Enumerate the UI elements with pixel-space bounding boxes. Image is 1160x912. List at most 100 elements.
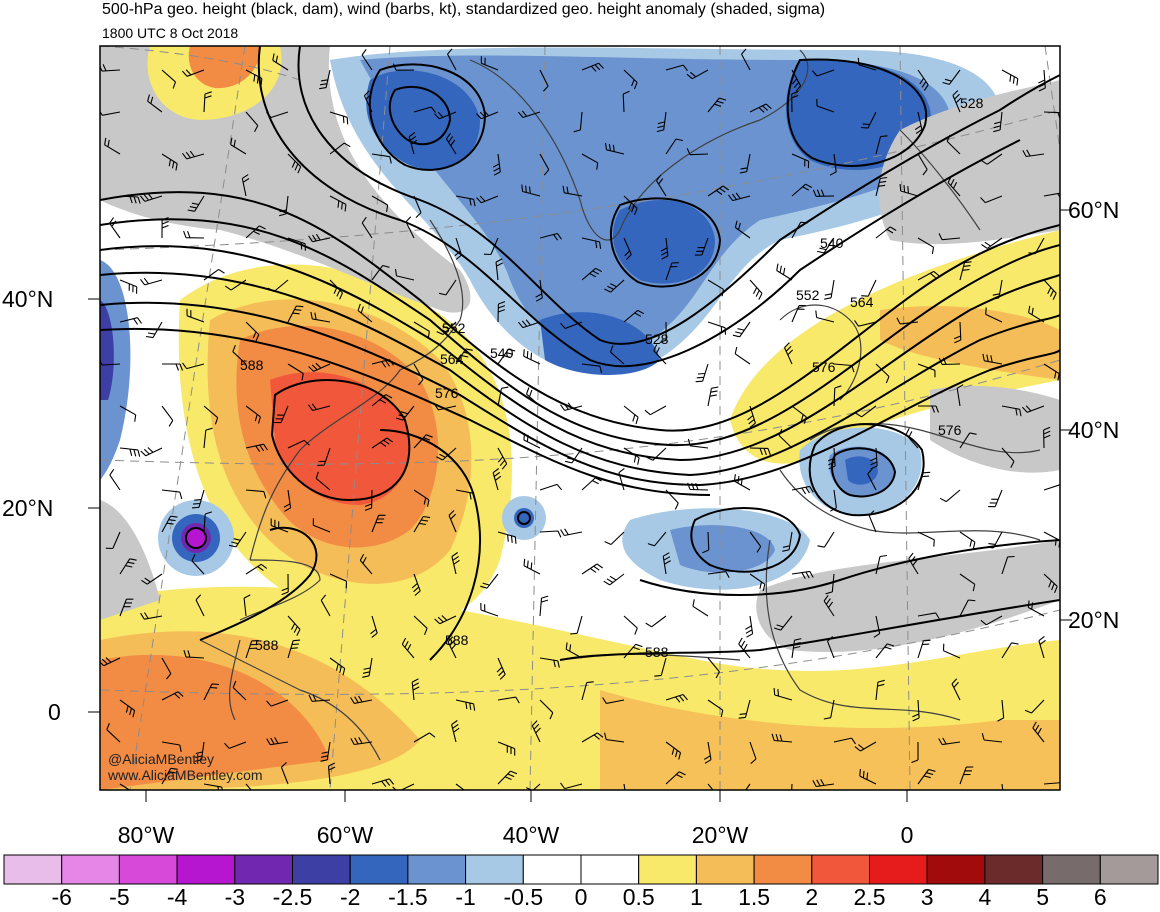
wind-barb: [704, 741, 712, 764]
wind-barb: [707, 571, 730, 578]
wind-barb: [946, 134, 961, 155]
wind-barb: [539, 483, 563, 491]
wind-barb: [733, 474, 751, 491]
wind-barb: [230, 137, 247, 155]
wind-barb: [749, 573, 766, 592]
wind-barb: [521, 184, 541, 197]
wind-barb: [791, 405, 807, 424]
colorbar: [3, 854, 1159, 885]
wind-barb: [791, 638, 802, 659]
contour-label: 540: [820, 235, 844, 251]
wind-barb: [317, 447, 331, 466]
wind-barb: [833, 385, 842, 407]
wind-barb: [182, 150, 205, 160]
wind-barb: [623, 195, 638, 216]
wind-barb: [434, 615, 457, 625]
colorbar-label: -1: [455, 884, 476, 910]
wind-barb: [539, 530, 562, 538]
wind-barb: [146, 321, 163, 339]
wind-barb: [106, 722, 121, 743]
wind-barb: [363, 90, 373, 113]
colorbar-swatch: [1042, 854, 1101, 885]
wind-barb: [359, 553, 373, 575]
wind-barb: [855, 405, 877, 418]
anomaly-shading: [100, 46, 1060, 790]
credit-handle: @AliciaMBentley: [108, 751, 215, 767]
wind-barb: [861, 279, 877, 297]
wind-barb: [623, 237, 632, 260]
colorbar-swatch: [984, 854, 1044, 885]
wind-barb: [327, 762, 336, 785]
credit-site: www.AliciaMBentley.com: [108, 767, 263, 783]
wind-barb: [525, 387, 541, 407]
wind-barb: [917, 237, 935, 255]
wind-barb: [245, 563, 268, 575]
wind-barb: [745, 783, 751, 790]
wind-barb: [434, 403, 457, 411]
wind-barb: [875, 226, 897, 239]
wind-barb: [161, 657, 172, 680]
wind-barb: [707, 279, 724, 297]
wind-barb: [451, 552, 460, 575]
wind-barb: [604, 142, 625, 155]
wind-barb: [773, 615, 793, 631]
wind-barb: [119, 699, 136, 718]
wind-barb: [875, 643, 895, 659]
wind-barb: [310, 311, 331, 323]
wind-barb: [623, 405, 639, 425]
wind-barb: [1001, 642, 1019, 659]
wind-barbs: [100, 48, 1060, 790]
wind-barb: [959, 573, 976, 592]
wind-barb: [539, 595, 549, 617]
wind-barb: [707, 185, 730, 197]
wind-barb: [270, 518, 289, 533]
wind-barb: [791, 221, 808, 239]
wind-barb: [476, 110, 499, 120]
wind-barb: [182, 362, 205, 370]
wind-barb: [773, 687, 793, 701]
wind-barb: [413, 732, 436, 743]
wind-barb: [476, 195, 499, 204]
wind-barb: [905, 428, 919, 449]
wind-barb: [988, 489, 1003, 508]
wind-barb: [480, 573, 499, 589]
wind-barb: [162, 363, 184, 371]
wind-barb: [938, 357, 961, 365]
wind-barb: [436, 447, 457, 461]
wind-barb: [1043, 484, 1060, 491]
wind-barb: [823, 594, 835, 617]
wind-barb: [991, 279, 1003, 300]
wind-barb: [267, 279, 289, 292]
wind-barb: [1001, 69, 1019, 86]
wind-barb: [287, 615, 301, 636]
wind-barb: [186, 308, 205, 323]
wind-barb: [875, 363, 890, 384]
wind-barb: [959, 432, 977, 449]
wind-barb: [141, 573, 163, 585]
wind-barb: [938, 737, 961, 746]
wind-barb: [749, 447, 771, 456]
wind-barb: [604, 732, 625, 743]
wind-barb: [224, 279, 247, 291]
wind-barb: [875, 135, 888, 155]
colorbar-label: 1.5: [738, 884, 771, 910]
wind-barb: [329, 111, 349, 125]
wind-barb: [436, 321, 457, 336]
wind-barb: [1021, 405, 1045, 413]
contour-label: 552: [442, 320, 466, 336]
colorbar-swatch: [407, 854, 467, 885]
wind-barb: [623, 643, 643, 659]
wind-barb: [564, 447, 583, 464]
wind-barb: [771, 733, 793, 743]
wind-barb: [604, 531, 625, 545]
wind-barb: [245, 783, 252, 790]
wind-barb: [791, 485, 814, 495]
wind-barb: [539, 153, 550, 176]
wind-barb: [791, 570, 814, 579]
wind-barb: [411, 678, 420, 701]
wind-barb: [539, 699, 554, 720]
wind-barb: [308, 403, 331, 412]
wind-barb: [659, 321, 667, 344]
wind-barb: [573, 111, 583, 133]
wind-barb: [1043, 426, 1051, 449]
